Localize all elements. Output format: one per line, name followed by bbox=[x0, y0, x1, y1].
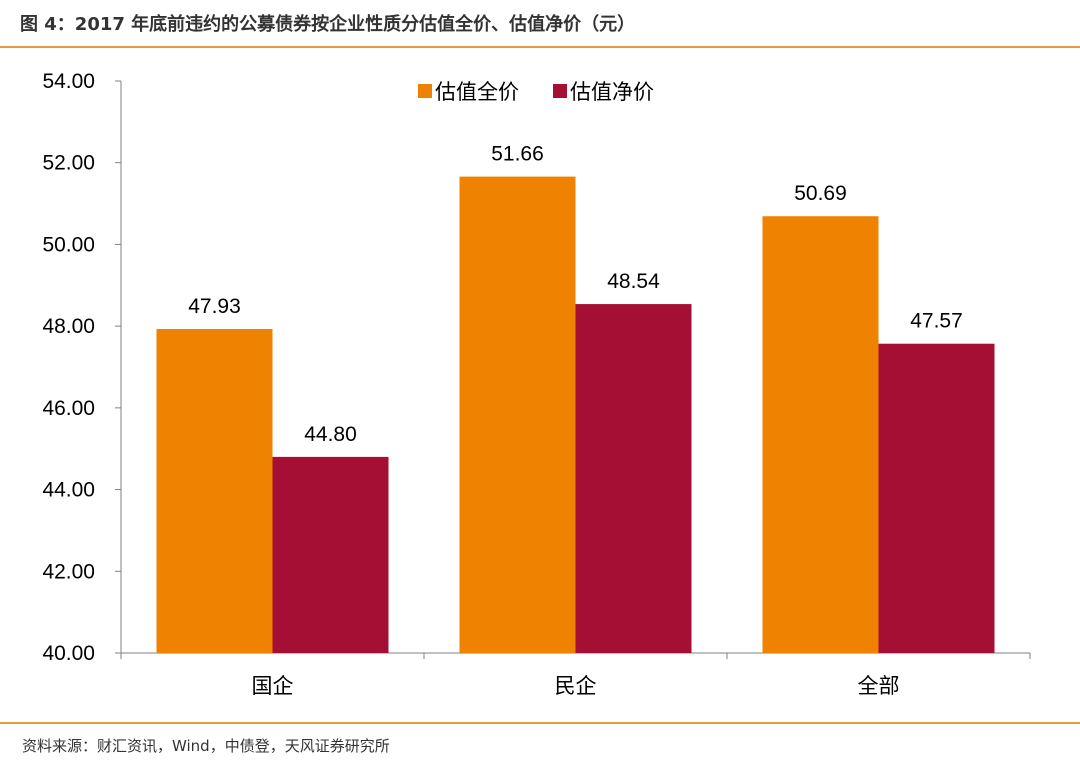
chart-legend: 估值全价 估值净价 bbox=[418, 80, 654, 104]
bar bbox=[459, 176, 576, 653]
bar bbox=[575, 304, 692, 653]
y-tick-label: 42.00 bbox=[42, 560, 95, 583]
data-label: 47.57 bbox=[910, 310, 963, 333]
y-tick-label: 44.00 bbox=[42, 479, 95, 502]
legend-label: 估值净价 bbox=[570, 80, 654, 104]
bar bbox=[762, 216, 879, 654]
y-tick-label: 48.00 bbox=[42, 315, 95, 338]
data-label: 47.93 bbox=[188, 295, 241, 318]
title-divider bbox=[0, 46, 1080, 48]
data-label: 51.66 bbox=[491, 143, 544, 166]
source-note: 资料来源：财汇资讯，Wind，中债登，天风证券研究所 bbox=[22, 737, 390, 755]
x-category-label: 全部 bbox=[858, 674, 900, 698]
x-category-label: 国企 bbox=[252, 674, 294, 698]
data-label: 50.69 bbox=[794, 182, 847, 205]
footer-divider bbox=[0, 722, 1080, 724]
y-tick-label: 46.00 bbox=[42, 397, 95, 420]
x-category-label: 民企 bbox=[555, 674, 597, 698]
legend-label: 估值全价 bbox=[435, 80, 519, 104]
bar bbox=[156, 329, 273, 653]
y-tick-label: 50.00 bbox=[42, 233, 95, 256]
bar-chart: 40.00 42.00 44.00 46.00 48.00 50.00 52.00 54.00… bbox=[42, 70, 1031, 698]
legend-swatch bbox=[553, 84, 567, 98]
bar bbox=[272, 456, 389, 653]
y-tick-label: 52.00 bbox=[42, 152, 95, 175]
y-tick-label: 54.00 bbox=[42, 70, 95, 93]
data-label: 44.80 bbox=[304, 423, 357, 446]
chart-title: 图 4：2017 年底前违约的公募债券按企业性质分估值全价、估值净价（元） bbox=[20, 14, 636, 35]
bar bbox=[878, 343, 995, 653]
chart-bars bbox=[156, 176, 995, 654]
legend-swatch bbox=[418, 84, 432, 98]
chart-axes: 40.00 42.00 44.00 46.00 48.00 50.00 52.00 54.00… bbox=[42, 70, 1031, 698]
y-tick-label: 40.00 bbox=[42, 642, 95, 665]
data-label: 48.54 bbox=[607, 270, 660, 293]
chart-data-labels: 47.93 44.80 51.66 48.54 50.69 47.57 bbox=[188, 143, 963, 446]
